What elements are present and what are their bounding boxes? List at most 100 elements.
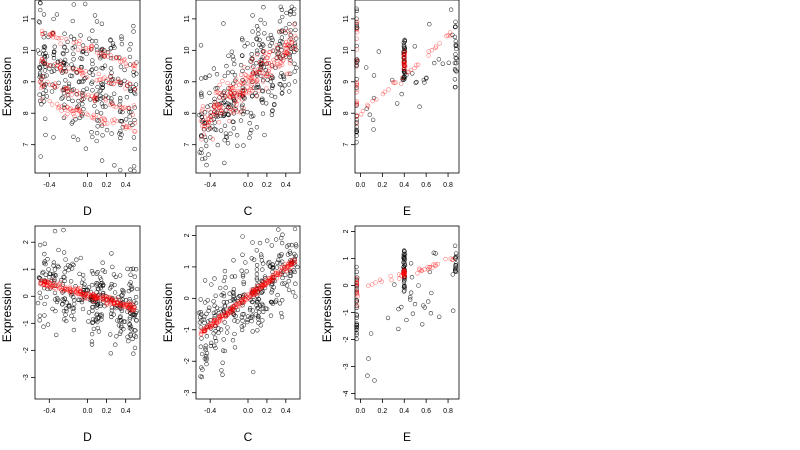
observed-point bbox=[229, 274, 235, 279]
observed-point bbox=[212, 343, 217, 348]
observed-point bbox=[269, 76, 274, 81]
observed-point bbox=[61, 115, 67, 120]
observed-point bbox=[37, 92, 42, 97]
fitted-point bbox=[256, 66, 261, 72]
fitted-point bbox=[116, 56, 122, 61]
fitted-point bbox=[241, 106, 246, 111]
observed-point bbox=[93, 38, 99, 44]
fitted-point bbox=[102, 121, 107, 126]
observed-point bbox=[90, 61, 95, 67]
observed-point bbox=[118, 98, 123, 104]
observed-point bbox=[126, 288, 132, 294]
observed-point bbox=[37, 242, 43, 248]
fitted-point bbox=[388, 273, 393, 279]
fitted-point bbox=[67, 284, 73, 289]
observed-point bbox=[371, 127, 376, 132]
fitted-point bbox=[243, 75, 248, 81]
fitted-point bbox=[354, 47, 360, 52]
observed-point bbox=[82, 282, 87, 287]
observed-point bbox=[270, 264, 275, 270]
observed-point bbox=[83, 146, 89, 151]
fitted-point bbox=[65, 104, 70, 110]
fitted-point bbox=[447, 30, 453, 35]
fitted-point bbox=[270, 64, 275, 70]
fitted-point bbox=[124, 303, 129, 308]
x-tick-label: 0.0 bbox=[243, 182, 253, 189]
observed-point bbox=[256, 31, 261, 37]
y-tick-label: -1 bbox=[184, 327, 191, 333]
observed-point bbox=[278, 4, 283, 10]
observed-point bbox=[44, 94, 49, 99]
fitted-point bbox=[58, 60, 63, 65]
observed-point bbox=[280, 232, 285, 237]
observed-point bbox=[218, 327, 224, 332]
observed-point bbox=[268, 313, 274, 318]
observed-point bbox=[262, 31, 267, 36]
fitted-point bbox=[399, 75, 405, 81]
observed-point bbox=[99, 81, 104, 86]
x-axis-label: E bbox=[403, 430, 411, 444]
observed-point bbox=[68, 34, 74, 39]
observed-point bbox=[220, 372, 225, 377]
observed-point bbox=[260, 100, 265, 105]
observed-point bbox=[68, 73, 73, 78]
panel-1: -0.4 0.0 0.2 0.4 7 8 9 10 11 D Expression bbox=[0, 0, 141, 218]
observed-point bbox=[69, 73, 75, 79]
observed-point bbox=[79, 79, 84, 84]
y-tick-label: 11 bbox=[23, 15, 30, 22]
observed-point bbox=[249, 114, 254, 119]
fitted-point bbox=[285, 51, 290, 57]
y-tick-label: -4 bbox=[343, 390, 350, 396]
y-tick-label: -1 bbox=[343, 309, 350, 315]
observed-point bbox=[120, 125, 125, 130]
observed-point bbox=[216, 326, 221, 331]
fitted-point bbox=[116, 297, 121, 302]
observed-point bbox=[202, 356, 208, 361]
fitted-point bbox=[108, 73, 113, 79]
observed-point bbox=[259, 97, 264, 103]
observed-point bbox=[412, 301, 418, 307]
x-tick-label: 0.2 bbox=[378, 182, 388, 189]
observed-point bbox=[62, 296, 67, 301]
observed-point bbox=[414, 79, 419, 85]
fitted-point bbox=[86, 95, 91, 100]
observed-point bbox=[270, 301, 275, 306]
fitted-point bbox=[120, 106, 126, 111]
observed-point bbox=[440, 61, 445, 66]
y-axis-label: Expression bbox=[320, 283, 334, 342]
fitted-point bbox=[268, 75, 273, 80]
observed-point bbox=[118, 329, 123, 334]
observed-point bbox=[250, 329, 255, 334]
fitted-point bbox=[214, 113, 219, 118]
fitted-point bbox=[50, 35, 56, 40]
fitted-point bbox=[240, 300, 245, 305]
observed-point bbox=[288, 71, 293, 76]
observed-point bbox=[452, 85, 458, 90]
fitted-point bbox=[426, 53, 431, 58]
fitted-point bbox=[252, 290, 257, 295]
y-tick-label: 11 bbox=[184, 15, 191, 22]
fitted-point bbox=[200, 107, 205, 112]
observed-point bbox=[95, 270, 100, 275]
observed-point bbox=[65, 263, 71, 268]
observed-point bbox=[132, 105, 137, 110]
fitted-point bbox=[261, 49, 266, 55]
observed-point bbox=[108, 37, 113, 42]
observed-point bbox=[288, 9, 293, 14]
observed-point bbox=[452, 77, 458, 82]
fitted-point bbox=[230, 109, 236, 114]
fitted-point bbox=[266, 67, 272, 72]
fitted-point bbox=[238, 110, 243, 115]
fitted-point bbox=[209, 113, 214, 118]
observed-point bbox=[222, 73, 227, 79]
panel-6: 0.0 0.2 0.4 0.6 0.8 -4 -3 -2 -1 0 1 2 E Expression bbox=[320, 225, 460, 444]
observed-point bbox=[255, 51, 260, 56]
observed-point bbox=[232, 331, 237, 337]
fitted-point bbox=[55, 101, 60, 107]
fitted-point bbox=[236, 98, 241, 103]
observed-point bbox=[38, 295, 44, 300]
observed-point bbox=[453, 55, 458, 60]
observed-point bbox=[128, 120, 133, 126]
fitted-point bbox=[253, 70, 258, 75]
observed-point bbox=[392, 282, 397, 287]
